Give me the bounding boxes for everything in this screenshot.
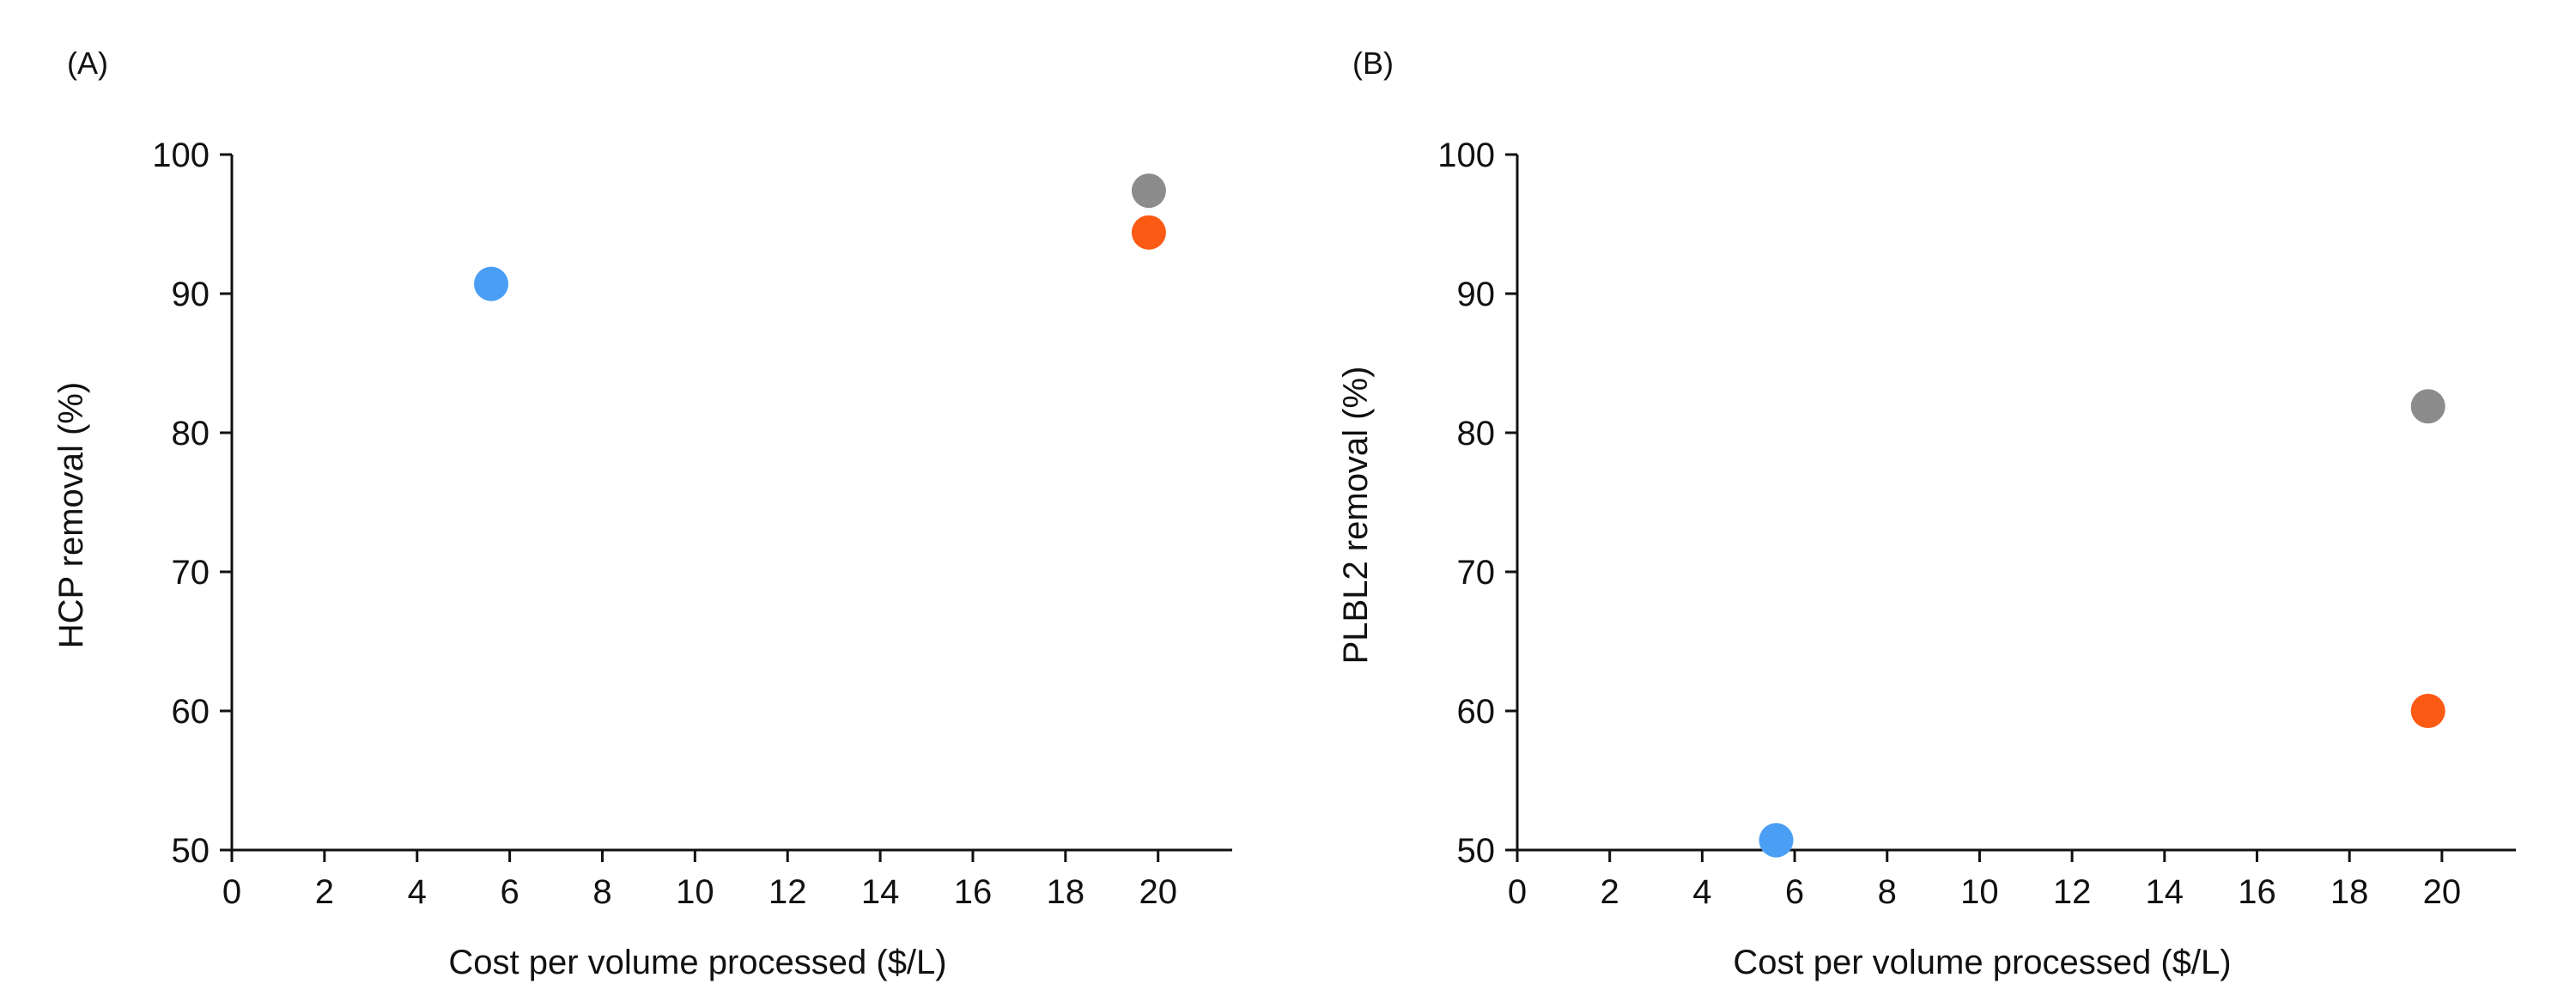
x-tick-label: 20 <box>2423 873 2462 911</box>
x-tick-label: 2 <box>1601 873 1619 911</box>
x-tick-label: 20 <box>1139 873 1177 911</box>
x-tick-label: 0 <box>222 873 241 911</box>
x-tick-label: 14 <box>861 873 900 911</box>
panel-b-letter: (B) <box>1352 46 1394 81</box>
data-point <box>1131 215 1166 250</box>
x-axis-title: Cost per volume processed ($/L) <box>448 944 946 981</box>
x-tick-label: 6 <box>1785 873 1804 911</box>
chart-panel-a: 0 2 4 6 8 10 12 14 16 18 20 50 60 70 80 90 100 Cost per v… <box>52 137 1232 981</box>
x-axis-title: Cost per volume processed ($/L) <box>1733 944 2231 981</box>
x-tick-label: 4 <box>408 873 427 911</box>
data-point <box>2410 694 2445 728</box>
x-tick-label: 18 <box>2330 873 2369 911</box>
x-tick-label: 2 <box>315 873 334 911</box>
x-tick-label: 18 <box>1047 873 1085 911</box>
y-tick-label: 80 <box>1457 415 1496 452</box>
x-tick-label: 10 <box>676 873 714 911</box>
x-tick-label: 16 <box>954 873 993 911</box>
data-point <box>1131 173 1166 209</box>
y-tick-label: 50 <box>1457 832 1496 870</box>
y-tick-label: 60 <box>172 693 210 731</box>
y-tick-label: 70 <box>1457 554 1496 592</box>
x-tick-label: 8 <box>592 873 611 911</box>
y-axis-title: PLBL2 removal (%) <box>1337 367 1375 665</box>
y-tick-label: 100 <box>152 137 210 174</box>
y-tick-label: 60 <box>1457 693 1496 731</box>
y-tick-label: 100 <box>1437 137 1495 174</box>
y-tick-label: 70 <box>172 554 210 592</box>
y-tick-label: 50 <box>172 832 210 870</box>
data-point <box>1759 823 1794 858</box>
data-point <box>2410 389 2445 424</box>
chart-panel-b: 0 2 4 6 8 10 12 14 16 18 20 50 60 70 80 90 100 Cost per v… <box>1337 137 2516 981</box>
x-tick-label: 12 <box>2053 873 2092 911</box>
panel-a-letter: (A) <box>67 46 108 81</box>
x-tick-label: 0 <box>1508 873 1527 911</box>
x-tick-label: 12 <box>769 873 807 911</box>
data-point <box>474 266 509 301</box>
y-tick-label: 90 <box>1457 276 1496 313</box>
y-axis-title: HCP removal (%) <box>52 382 90 648</box>
x-tick-label: 16 <box>2238 873 2276 911</box>
x-tick-label: 10 <box>1960 873 1999 911</box>
x-tick-label: 6 <box>500 873 519 911</box>
x-tick-label: 4 <box>1692 873 1711 911</box>
y-tick-label: 90 <box>172 276 210 313</box>
x-tick-label: 14 <box>2146 873 2184 911</box>
y-tick-label: 80 <box>172 415 210 452</box>
x-tick-label: 8 <box>1878 873 1897 911</box>
